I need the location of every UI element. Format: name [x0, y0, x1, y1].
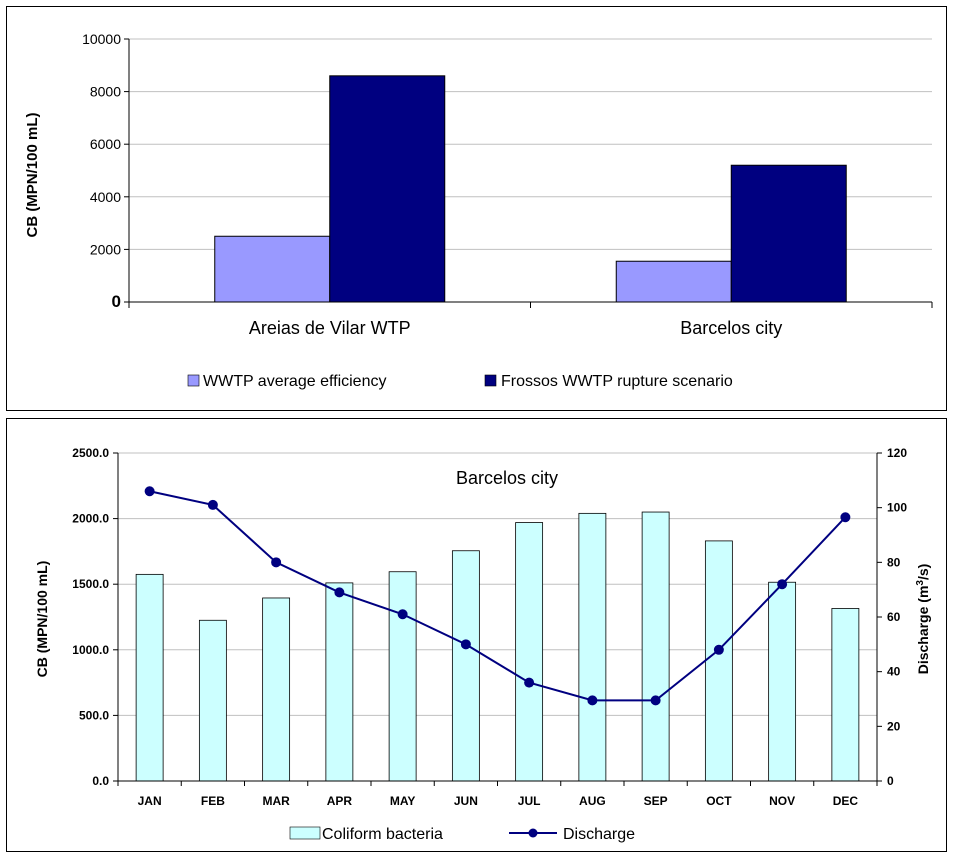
- bottom-left-tick-label: 2500.0: [72, 446, 109, 460]
- bottom-y2-axis-label: Discharge (m3/s): [915, 564, 931, 675]
- legend-label-coliform: Coliform bacteria: [322, 826, 443, 843]
- discharge-polyline: [149, 490, 847, 702]
- bar-coliform: [641, 511, 670, 782]
- top-chart: 0 2000 4000 6000 8000 10000 Areias de Vilar W…: [24, 31, 933, 390]
- legend-marker-discharge: [528, 828, 538, 838]
- bottom-left-tick-label: 1000.0: [72, 643, 109, 657]
- discharge-point: [524, 677, 535, 688]
- bottom-x-tick-label: AUG: [579, 794, 606, 808]
- discharge-point: [397, 609, 408, 620]
- bottom-right-tick-labels: 0 20 40 60 80 100 120: [887, 446, 907, 788]
- top-bars: [214, 75, 847, 303]
- legend-swatch-coliform: [289, 826, 321, 840]
- bar-rupture: [329, 75, 446, 303]
- bottom-right-tick-label: 20: [887, 719, 901, 733]
- bottom-legend: Coliform bacteria Discharge: [289, 826, 635, 843]
- bottom-right-tick-label: 40: [887, 665, 901, 679]
- legend-label-discharge: Discharge: [563, 826, 635, 843]
- bottom-chart: 0.0 500.0 1000.0 1500.0 2000.0 2500.0 0 20 40 60…: [34, 446, 931, 843]
- bottom-axes: [113, 452, 882, 786]
- bottom-y-axis-label: CB (MPN/100 mL): [34, 561, 50, 678]
- discharge-point: [650, 695, 661, 706]
- top-y-tick-label: 0: [112, 292, 121, 311]
- bottom-x-tick-label: NOV: [769, 794, 795, 808]
- bottom-left-tick-label: 500.0: [79, 708, 109, 722]
- bar-coliform: [388, 571, 417, 782]
- top-x-tick-label: Areias de Vilar WTP: [249, 318, 411, 338]
- top-y-tick-label: 10000: [82, 31, 121, 47]
- bar-coliform: [135, 573, 164, 782]
- bar-coliform: [451, 550, 480, 782]
- bottom-x-tick-label: MAR: [262, 794, 290, 808]
- bar-avg-efficiency: [615, 260, 732, 303]
- bottom-right-tick-label: 60: [887, 610, 901, 624]
- bar-coliform: [578, 512, 607, 782]
- discharge-point: [207, 499, 218, 510]
- bottom-gridlines: [118, 452, 877, 716]
- top-axes: [124, 38, 933, 308]
- legend-label-avg-efficiency: WWTP average efficiency: [203, 373, 386, 390]
- bottom-bars: [135, 511, 860, 782]
- bar-coliform: [515, 522, 544, 782]
- bottom-x-tick-label: SEP: [644, 794, 668, 808]
- bottom-x-tick-label: MAY: [390, 794, 416, 808]
- bottom-right-tick-label: 120: [887, 446, 907, 460]
- discharge-point: [334, 587, 345, 598]
- bottom-right-tick-label: 100: [887, 501, 907, 515]
- legend-label-rupture: Frossos WWTP rupture scenario: [501, 373, 733, 390]
- top-y-tick-label: 8000: [90, 84, 121, 100]
- legend-swatch-avg-efficiency: [187, 374, 200, 387]
- bottom-x-tick-label: JAN: [138, 794, 162, 808]
- bottom-x-tick-label: JUL: [518, 794, 541, 808]
- top-legend: WWTP average efficiency Frossos WWTP rup…: [187, 373, 733, 390]
- bottom-left-tick-label: 2000.0: [72, 512, 109, 526]
- discharge-point: [460, 639, 471, 650]
- bottom-x-tick-label: APR: [327, 794, 353, 808]
- bar-rupture: [730, 164, 847, 303]
- bottom-left-tick-label: 1500.0: [72, 577, 109, 591]
- bottom-left-tick-labels: 0.0 500.0 1000.0 1500.0 2000.0 2500.0: [72, 446, 109, 788]
- bar-coliform: [325, 582, 354, 782]
- discharge-point: [713, 644, 724, 655]
- discharge-point: [777, 579, 788, 590]
- bar-coliform: [768, 581, 797, 782]
- discharge-point: [587, 695, 598, 706]
- top-y-tick-label: 2000: [90, 241, 121, 257]
- bottom-chart-title: Barcelos city: [456, 468, 558, 488]
- top-y-tick-label: 6000: [90, 136, 121, 152]
- bottom-discharge-line: [144, 486, 851, 706]
- top-y-tick-label: 4000: [90, 189, 121, 205]
- bottom-chart-panel: 0.0 500.0 1000.0 1500.0 2000.0 2500.0 0 20 40 60…: [6, 418, 947, 852]
- top-chart-panel: 0 2000 4000 6000 8000 10000 Areias de Vilar W…: [6, 6, 947, 411]
- legend-swatch-rupture: [484, 374, 497, 387]
- bottom-x-tick-label: FEB: [201, 794, 225, 808]
- bottom-x-tick-labels: JAN FEB MAR APR MAY JUN JUL AUG SEP OCT NOV DEC: [138, 794, 859, 808]
- bar-coliform: [262, 597, 291, 782]
- discharge-point: [271, 557, 282, 568]
- bottom-right-tick-label: 0: [887, 774, 894, 788]
- bottom-x-tick-label: JUN: [454, 794, 478, 808]
- bottom-right-tick-label: 80: [887, 555, 901, 569]
- top-x-tick-labels: Areias de Vilar WTP Barcelos city: [249, 318, 782, 338]
- bottom-x-tick-label: DEC: [833, 794, 859, 808]
- top-y-axis-label: CB (MPN/100 mL): [24, 112, 41, 237]
- bar-coliform: [198, 619, 227, 782]
- top-y-tick-labels: 0 2000 4000 6000 8000 10000: [82, 31, 121, 311]
- bar-avg-efficiency: [214, 235, 331, 303]
- top-x-tick-label: Barcelos city: [680, 318, 782, 338]
- discharge-point: [144, 486, 155, 497]
- discharge-point: [840, 512, 851, 523]
- bottom-x-tick-label: OCT: [706, 794, 732, 808]
- bar-coliform: [704, 540, 733, 782]
- bottom-left-tick-label: 0.0: [92, 774, 109, 788]
- bar-coliform: [831, 608, 860, 782]
